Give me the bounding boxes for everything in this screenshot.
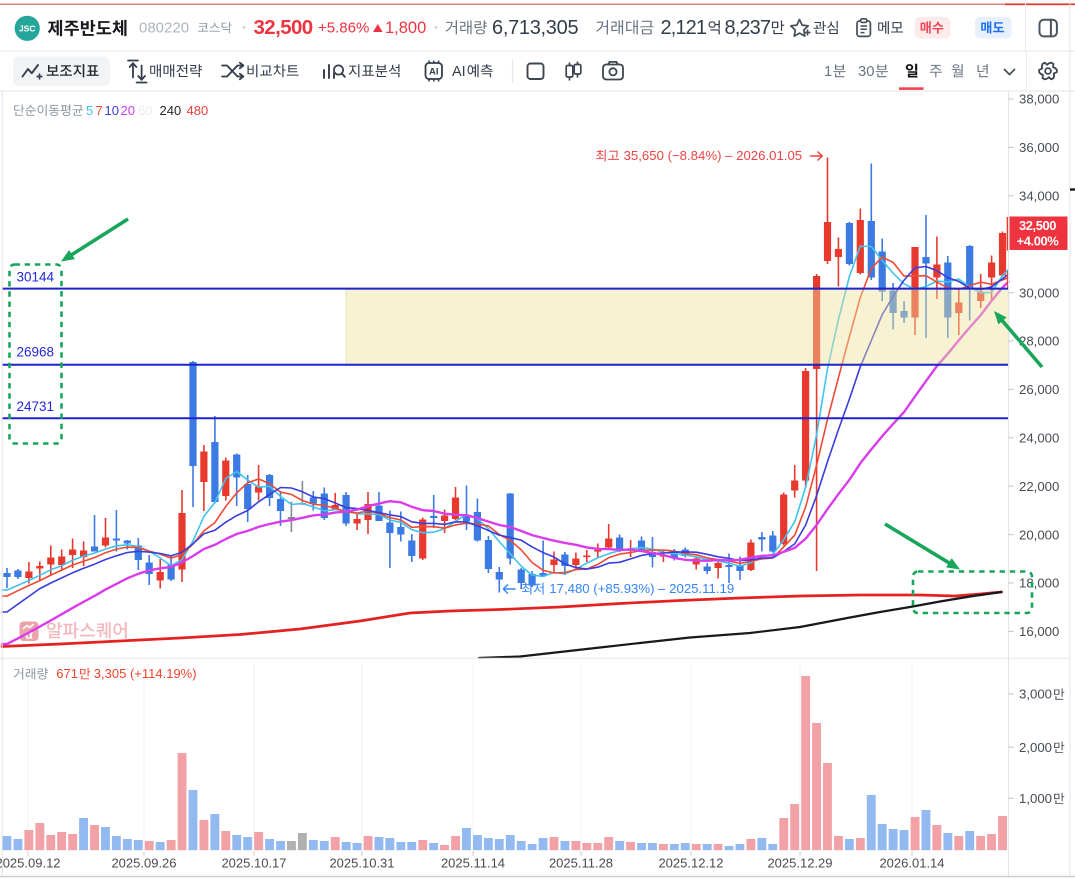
svg-text:32,500: 32,500 bbox=[254, 16, 313, 39]
svg-text:·: · bbox=[242, 20, 247, 37]
svg-text:16,000: 16,000 bbox=[1019, 624, 1059, 639]
svg-text:671: 671 bbox=[56, 666, 78, 681]
svg-text:AI: AI bbox=[429, 67, 439, 78]
svg-text:1,800: 1,800 bbox=[385, 19, 426, 37]
svg-text:5: 5 bbox=[86, 103, 93, 118]
svg-text:30,000: 30,000 bbox=[1019, 285, 1059, 300]
svg-text:30144: 30144 bbox=[17, 270, 55, 285]
svg-text:2,121: 2,121 bbox=[661, 17, 707, 39]
svg-text:35,650 (−8.84%) – 2026.01.05: 35,650 (−8.84%) – 2026.01.05 bbox=[624, 148, 803, 163]
svg-text:1,000: 1,000 bbox=[1019, 791, 1052, 806]
svg-text:2025.11.28: 2025.11.28 bbox=[549, 856, 613, 871]
svg-text:32,500: 32,500 bbox=[1019, 218, 1056, 233]
svg-text:+4.00%: +4.00% bbox=[1017, 234, 1060, 249]
svg-text:2025.09.26: 2025.09.26 bbox=[111, 856, 176, 871]
svg-text:2025.11.14: 2025.11.14 bbox=[441, 856, 505, 871]
svg-text:2,000: 2,000 bbox=[1019, 740, 1052, 755]
svg-text:080220: 080220 bbox=[139, 20, 189, 37]
svg-text:2025.10.17: 2025.10.17 bbox=[221, 856, 286, 871]
svg-text:38,000: 38,000 bbox=[1019, 92, 1059, 107]
svg-text:34,000: 34,000 bbox=[1019, 189, 1059, 204]
svg-text:3,305 (+114.19%): 3,305 (+114.19%) bbox=[94, 666, 197, 681]
svg-text:240: 240 bbox=[160, 103, 182, 118]
svg-text:3,000: 3,000 bbox=[1019, 687, 1052, 702]
svg-text:1: 1 bbox=[824, 64, 832, 80]
svg-text:2025.12.29: 2025.12.29 bbox=[767, 856, 832, 871]
svg-text:17,480 (+85.93%) – 2025.11.19: 17,480 (+85.93%) – 2025.11.19 bbox=[549, 581, 734, 596]
svg-text:24,000: 24,000 bbox=[1019, 431, 1059, 446]
svg-text:2026.01.14: 2026.01.14 bbox=[879, 856, 944, 871]
svg-text:·: · bbox=[434, 20, 439, 37]
svg-text:8,237: 8,237 bbox=[725, 17, 771, 39]
svg-text:+5.86%: +5.86% bbox=[318, 20, 369, 37]
svg-text:26,000: 26,000 bbox=[1019, 382, 1059, 397]
svg-text:AI: AI bbox=[452, 64, 466, 80]
svg-text:2025.12.12: 2025.12.12 bbox=[658, 856, 723, 871]
svg-text:20,000: 20,000 bbox=[1019, 527, 1059, 542]
svg-text:JSC: JSC bbox=[19, 23, 36, 33]
svg-text:7: 7 bbox=[96, 103, 103, 118]
svg-text:60: 60 bbox=[138, 103, 152, 118]
svg-text:α: α bbox=[25, 628, 33, 642]
svg-text:2025.10.31: 2025.10.31 bbox=[329, 856, 394, 871]
svg-text:10: 10 bbox=[105, 103, 119, 118]
svg-text:480: 480 bbox=[187, 103, 209, 118]
svg-text:24731: 24731 bbox=[17, 399, 55, 414]
svg-text:28,000: 28,000 bbox=[1019, 334, 1059, 349]
svg-text:26968: 26968 bbox=[17, 345, 55, 360]
svg-text:18,000: 18,000 bbox=[1019, 576, 1059, 591]
svg-text:30: 30 bbox=[858, 64, 874, 80]
svg-text:20: 20 bbox=[121, 103, 135, 118]
svg-text:6,713,305: 6,713,305 bbox=[492, 17, 578, 39]
svg-text:36,000: 36,000 bbox=[1019, 140, 1059, 155]
svg-text:2025.09.12: 2025.09.12 bbox=[0, 856, 61, 871]
svg-text:22,000: 22,000 bbox=[1019, 479, 1059, 494]
